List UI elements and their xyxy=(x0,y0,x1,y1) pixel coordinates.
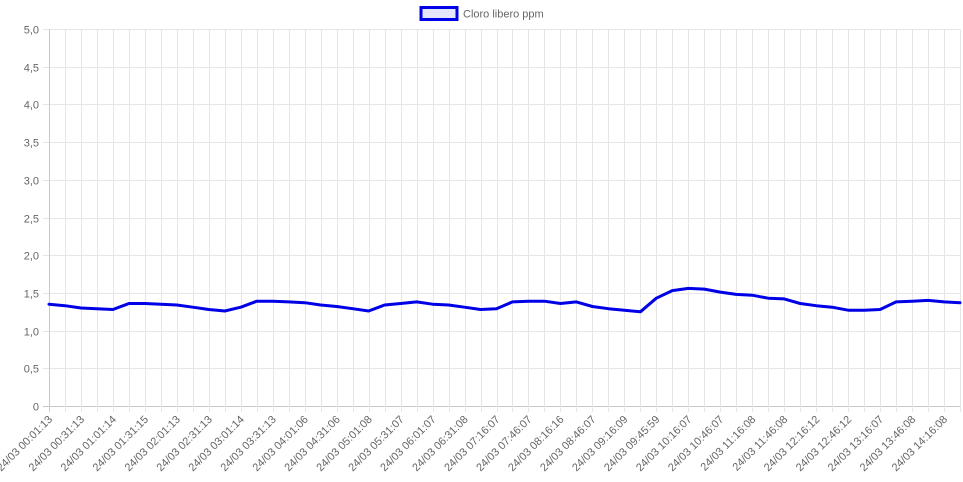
series-layer xyxy=(47,286,962,314)
y-tick-label: 3,5 xyxy=(24,138,39,150)
series-line xyxy=(47,286,962,314)
x-tick-label: 24/03 03:01:14 xyxy=(187,414,247,474)
y-tick-label: 3,0 xyxy=(24,176,39,188)
x-tick-label: 24/03 11:16:08 xyxy=(699,414,759,474)
y-tick-label: 1,5 xyxy=(24,289,39,301)
x-tick-label: 24/03 11:46:08 xyxy=(730,414,790,474)
y-tick-label: 2,0 xyxy=(24,251,39,263)
x-tick-label: 24/03 09:16:09 xyxy=(570,414,630,474)
x-tick-label: 24/03 13:46:08 xyxy=(858,414,918,474)
legend[interactable]: Cloro libero ppm xyxy=(419,6,544,21)
x-tick-label: 24/03 00:31:13 xyxy=(27,414,87,474)
x-tick-label: 24/03 07:16:07 xyxy=(442,414,502,474)
y-tick-label: 1,0 xyxy=(24,327,39,339)
x-tick-label: 24/03 05:01:08 xyxy=(314,414,374,474)
x-tick-label: 24/03 12:46:12 xyxy=(794,414,854,474)
x-tick-label: 24/03 14:16:08 xyxy=(890,414,950,474)
y-tick-label: 0,5 xyxy=(24,364,39,376)
y-tick-label: 5,0 xyxy=(24,25,39,37)
x-tick-label: 24/03 02:31:13 xyxy=(155,414,215,474)
x-tick-label: 24/03 13:16:07 xyxy=(826,414,886,474)
y-tick-label: 2,5 xyxy=(24,214,39,226)
x-tick-label: 24/03 06:31:08 xyxy=(410,414,470,474)
grid xyxy=(43,29,961,412)
x-tick-label: 24/03 10:16:07 xyxy=(634,414,694,474)
y-axis-ticks: 0 0,5 1,0 1,5 2,0 2,5 3,0 3,5 4,0 4,5 5,0 xyxy=(24,25,39,414)
x-tick-label: 24/03 03:31:13 xyxy=(218,414,278,474)
x-tick-label: 24/03 04:31:06 xyxy=(282,414,342,474)
x-tick-label: 24/03 09:45:59 xyxy=(602,414,662,474)
y-tick-label: 4,5 xyxy=(24,63,39,75)
x-tick-label: 24/03 01:31:15 xyxy=(91,414,151,474)
x-tick-label: 24/03 04:01:06 xyxy=(250,414,310,474)
x-tick-label: 24/03 07:46:07 xyxy=(474,414,534,474)
x-tick-label: 24/03 08:16:16 xyxy=(506,414,566,474)
x-tick-label: 24/03 06:01:07 xyxy=(378,414,438,474)
x-tick-label: 24/03 10:46:07 xyxy=(666,414,726,474)
y-tick-label: 4,0 xyxy=(24,100,39,112)
legend-label[interactable]: Cloro libero ppm xyxy=(463,9,544,21)
x-tick-label: 24/03 01:01:14 xyxy=(59,414,119,474)
y-tick-label: 0 xyxy=(33,402,39,414)
x-tick-label: 24/03 02:01:13 xyxy=(123,414,183,474)
x-tick-label: 24/03 05:31:07 xyxy=(346,414,406,474)
legend-swatch[interactable] xyxy=(419,6,459,21)
x-tick-label: 24/03 08:46:07 xyxy=(538,414,598,474)
x-tick-label: 24/03 12:16:12 xyxy=(762,414,822,474)
